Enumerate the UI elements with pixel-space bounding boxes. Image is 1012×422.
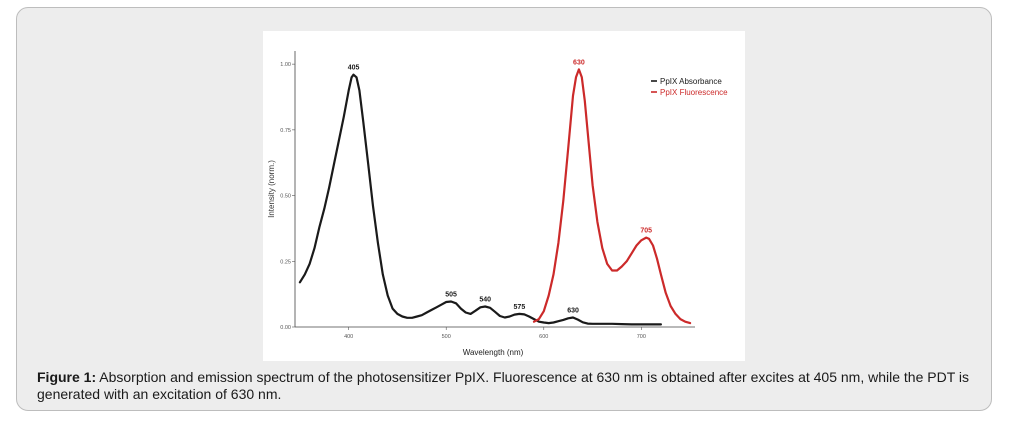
- y-axis-label: Intensity (norm.): [267, 160, 276, 218]
- figure-caption: Figure 1: Absorption and emission spectr…: [37, 369, 977, 403]
- legend-fluorescence-label: PpIX Fluorescence: [660, 88, 728, 97]
- x-tick-label: 600: [539, 334, 548, 340]
- y-tick-label: 0.50: [280, 194, 291, 200]
- peak-label: 405: [348, 65, 360, 72]
- series-layer: [298, 68, 692, 326]
- y-tick-label: 0.75: [280, 128, 291, 134]
- peak-label: 505: [445, 292, 457, 299]
- peak-label: 630: [567, 308, 579, 315]
- figure-panel: 0.00 0.25 0.50 0.75 1.00 400 500 600 700 405 505…: [263, 31, 745, 361]
- x-tick-label: 500: [442, 334, 451, 340]
- legend: PpIX Absorbance PpIX Fluorescence: [651, 77, 728, 97]
- spectrum-chart: 0.00 0.25 0.50 0.75 1.00 400 500 600 700 405 505…: [267, 51, 728, 357]
- y-tick-label: 0.00: [280, 325, 291, 331]
- peak-label: 575: [514, 304, 526, 311]
- peak-label: 540: [479, 296, 491, 303]
- peak-label: 705: [640, 228, 652, 235]
- y-tick-label: 1.00: [280, 62, 291, 68]
- y-tick-label: 0.25: [280, 259, 291, 265]
- legend-absorbance-label: PpIX Absorbance: [660, 77, 722, 86]
- y-ticks: 0.00 0.25 0.50 0.75 1.00: [280, 62, 295, 331]
- x-tick-label: 700: [637, 334, 646, 340]
- caption-label: Figure 1:: [37, 369, 97, 385]
- x-tick-label: 400: [344, 334, 353, 340]
- caption-text: Absorption and emission spectrum of the …: [37, 369, 969, 402]
- chart-axes: [294, 51, 695, 328]
- fluorescence-line: [532, 68, 692, 325]
- absorbance-line: [298, 73, 662, 326]
- x-axis-label: Wavelength (nm): [463, 348, 524, 357]
- x-ticks: 400 500 600 700: [344, 327, 646, 340]
- peak-label: 630: [573, 59, 585, 66]
- annotation-layer: 405 505 540 575 630 630 705: [348, 59, 652, 314]
